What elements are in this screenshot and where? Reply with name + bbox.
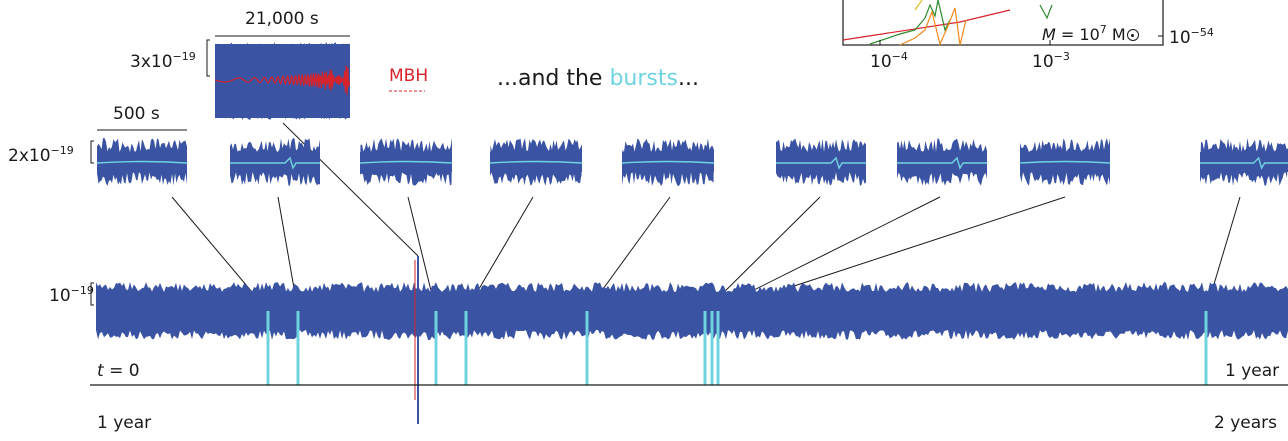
burst-snippet xyxy=(230,138,320,186)
main-noise-band xyxy=(96,282,1288,340)
inset-xtick-1-base: 10 xyxy=(870,52,892,72)
burst-snippet xyxy=(359,138,453,186)
burst-snippet xyxy=(621,138,715,186)
burst-snippet xyxy=(897,138,987,186)
mbh-amplitude-base: 3x10 xyxy=(130,52,173,72)
mbh-amplitude-exp: −19 xyxy=(172,50,196,63)
burst-amplitude-label: 2x10−19 xyxy=(8,145,74,166)
t-variable: t xyxy=(97,361,104,381)
burst-snippet xyxy=(1200,138,1288,186)
burst-duration-label: 500 s xyxy=(113,104,160,124)
burst-amplitude-base: 2x10 xyxy=(8,146,51,166)
main-amplitude-exp: −19 xyxy=(70,284,94,297)
sun-symbol-icon xyxy=(1126,29,1139,41)
burst-amplitude-exp: −19 xyxy=(50,144,74,157)
burst-snippet xyxy=(1019,138,1111,186)
mass-unit: M xyxy=(1106,25,1126,44)
burst-snippet xyxy=(776,138,866,186)
inset-plot xyxy=(842,0,1164,46)
inset-xtick-2-exp: −3 xyxy=(1053,50,1070,63)
main-amplitude-label: 10−19 xyxy=(49,285,94,306)
mbh-marker xyxy=(414,256,419,424)
burst-snippet xyxy=(96,138,188,186)
burst-snippet xyxy=(489,138,583,186)
inset-xtick-1-exp: −4 xyxy=(891,50,908,63)
inset-xtick-1: 10−4 xyxy=(870,51,908,72)
bursts-heading-post: ... xyxy=(677,66,699,91)
inset-xtick-2: 10−3 xyxy=(1032,51,1070,72)
t-zero-equals: = 0 xyxy=(103,361,140,381)
mass-variable: M xyxy=(1042,25,1056,44)
mbh-duration-label: 21,000 s xyxy=(245,9,319,29)
mass-exponent: 7 xyxy=(1099,23,1107,36)
inset-ytick-base: 10 xyxy=(1169,28,1191,48)
t-zero-label: t = 0 xyxy=(97,363,140,380)
two-years-label: 2 years xyxy=(1214,413,1278,433)
bursts-heading-pre: ...and the xyxy=(497,66,610,91)
bursts-heading: ...and the bursts... xyxy=(497,68,699,90)
main-amplitude-base: 10 xyxy=(49,286,71,306)
burst-markers xyxy=(266,311,1208,385)
one-year-left-label: 1 year xyxy=(97,413,152,433)
mbh-amplitude-label: 3x10−19 xyxy=(130,51,196,72)
inset-ytick: 10−54 xyxy=(1169,27,1214,48)
scale-brackets xyxy=(90,35,350,306)
mbh-snippet xyxy=(214,42,425,120)
inset-xtick-2-base: 10 xyxy=(1032,52,1054,72)
inset-mass-label: M = 107 M xyxy=(1042,24,1139,44)
burst-snippets xyxy=(96,138,1288,186)
mbh-label: MBH xyxy=(389,66,429,86)
mass-equals: = 10 xyxy=(1055,25,1100,44)
inset-ytick-exp: −54 xyxy=(1190,26,1214,39)
bursts-word: bursts xyxy=(609,66,678,91)
one-year-right-label: 1 year xyxy=(1225,361,1280,381)
